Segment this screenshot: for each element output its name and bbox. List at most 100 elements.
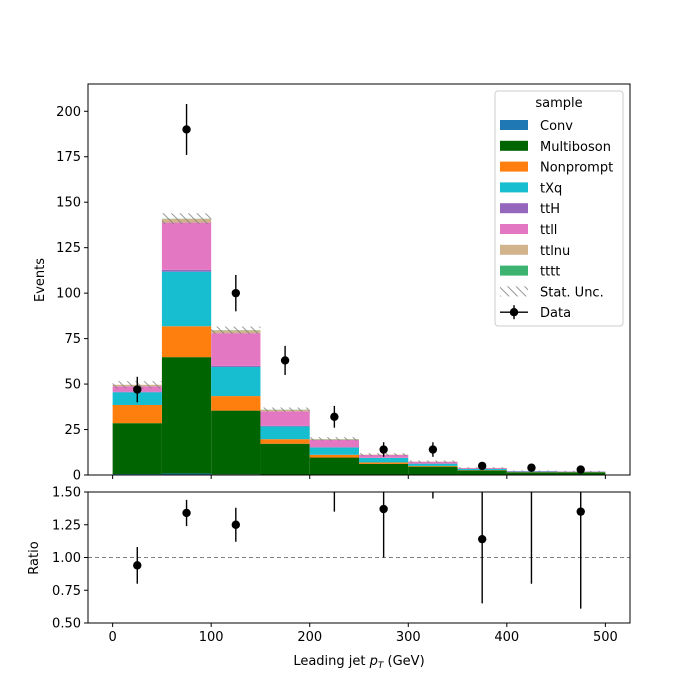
bar-txq-bin-3 <box>260 426 310 440</box>
data-point-1 <box>182 125 191 134</box>
legend-label-ttll: ttll <box>540 223 557 238</box>
main-ytick-label-1: 25 <box>64 423 81 438</box>
bar-multiboson-bin-5 <box>359 463 409 475</box>
stat-unc-band-bin-2 <box>211 326 261 334</box>
ratio-xtick-label-3: 300 <box>396 630 421 645</box>
bar-multiboson-bin-4 <box>309 457 359 475</box>
legend-swatch-nonprompt <box>500 161 528 172</box>
x-axis-label: Leading jet pT (GeV) <box>293 654 424 671</box>
bar-nonprompt-bin-3 <box>260 439 310 444</box>
main-ytick-label-2: 50 <box>64 378 81 393</box>
bar-multiboson-bin-8 <box>506 472 557 475</box>
bar-tth-bin-2 <box>211 365 261 367</box>
data-point-8 <box>527 463 536 472</box>
bar-ttll-bin-4 <box>309 439 359 448</box>
legend-label-tth: ttH <box>540 202 560 217</box>
ratio-point-0 <box>133 561 142 570</box>
ratio-point-7 <box>477 534 487 544</box>
ratio-ytick-label-1: 0.75 <box>52 584 81 599</box>
ratio-ytick-label-3: 1.25 <box>52 518 81 533</box>
ratio-xtick-label-5: 500 <box>593 630 618 645</box>
ratio-point-1 <box>182 508 191 518</box>
bar-nonprompt-bin-6 <box>408 465 458 467</box>
legend: sample Conv Multiboson Nonprompt tXq ttH ttll… <box>494 90 624 327</box>
bar-multiboson-bin-0 <box>112 423 162 475</box>
ratio-xtick-label-0: 0 <box>108 630 116 645</box>
bar-tth-bin-1 <box>161 269 212 272</box>
stat-unc-band-bin-6 <box>408 460 458 463</box>
bar-nonprompt-bin-5 <box>359 462 409 464</box>
bar-multiboson-bin-6 <box>408 466 458 475</box>
main-plot-frame <box>87 83 631 476</box>
data-point-7 <box>477 461 487 471</box>
legend-swatch-tttt <box>500 265 528 276</box>
legend-marker-data <box>509 308 519 317</box>
ratio-plot-frame <box>87 491 631 624</box>
bar-txq-bin-2 <box>211 366 261 397</box>
legend-label-tttt: tttt <box>540 265 560 280</box>
bar-txq-bin-4 <box>309 447 359 455</box>
stat-unc-band-bin-4 <box>309 437 359 441</box>
legend-swatch-conv <box>500 120 528 130</box>
data-point-0 <box>133 385 142 394</box>
ratio-xtick-label-2: 200 <box>297 630 322 645</box>
bar-ttll-bin-1 <box>161 222 212 270</box>
ratio-ytick-label-4: 1.50 <box>52 486 81 501</box>
ratio-xtick-label-4: 400 <box>494 630 519 645</box>
data-point-5 <box>379 445 388 454</box>
bar-txq-bin-6 <box>408 463 458 466</box>
legend-swatch-multiboson <box>500 140 528 151</box>
ratio-ytick-label-2: 1.00 <box>52 551 81 566</box>
bar-multiboson-bin-7 <box>457 470 507 475</box>
data-point-9 <box>576 465 585 474</box>
data-point-6 <box>428 445 438 454</box>
ratio-point-8 <box>527 475 535 483</box>
legend-label-nonprompt: Nonprompt <box>540 161 613 176</box>
legend-swatch-stat-unc <box>500 286 528 297</box>
ratio-point-6 <box>429 429 437 437</box>
bar-ttll-bin-2 <box>211 333 261 366</box>
legend-label-stat-unc: Stat. Unc. <box>540 285 604 300</box>
data-point-4 <box>330 412 339 422</box>
bar-multiboson-bin-2 <box>211 410 261 475</box>
main-ytick-label-6: 150 <box>56 196 81 211</box>
legend-title: sample <box>535 96 582 111</box>
bar-nonprompt-bin-4 <box>309 454 359 458</box>
legend-label-txq: tXq <box>540 181 562 196</box>
bar-nonprompt-bin-0 <box>112 404 162 424</box>
legend-swatch-ttll <box>500 224 528 234</box>
legend-label-ttlnu: ttlnu <box>540 244 570 259</box>
bar-nonprompt-bin-1 <box>161 326 212 358</box>
legend-swatch-ttlnu <box>500 244 528 255</box>
main-ytick-label-3: 75 <box>64 332 81 347</box>
main-plot-panel: 0 25 50 75 100 125 150 175 200 Events <box>33 83 631 484</box>
y-axis-label-events: Events <box>33 258 48 302</box>
ratio-xtick-label-1: 100 <box>199 630 224 645</box>
ratio-point-5 <box>379 504 388 514</box>
bar-tth-bin-3 <box>260 425 310 427</box>
ratio-point-9 <box>576 507 585 516</box>
bar-txq-bin-5 <box>359 457 409 463</box>
ratio-plot-panel: 0.50 0.75 1.00 1.25 1.50 0 100 200 300 400 500 Ra… <box>27 429 631 671</box>
main-ytick-label-7: 175 <box>56 150 81 165</box>
main-ytick-label-5: 125 <box>56 241 81 256</box>
legend-label-data: Data <box>540 306 571 321</box>
legend-label-conv: Conv <box>540 119 573 134</box>
data-point-3 <box>280 356 290 365</box>
ratio-ytick-label-0: 0.50 <box>52 617 81 632</box>
data-point-2 <box>231 288 241 298</box>
bar-nonprompt-bin-2 <box>211 396 261 411</box>
bar-multiboson-bin-1 <box>161 357 212 474</box>
legend-swatch-txq <box>500 182 528 193</box>
bar-ttll-bin-3 <box>260 411 310 426</box>
stat-unc-band-bin-1 <box>161 213 212 225</box>
main-ytick-label-0: 0 <box>73 469 81 484</box>
y-axis-label-ratio: Ratio <box>27 541 42 574</box>
ratio-point-2 <box>231 520 241 529</box>
legend-label-multiboson: Multiboson <box>540 140 611 155</box>
stat-unc-band-bin-3 <box>260 407 310 412</box>
main-ytick-label-8: 200 <box>56 105 81 120</box>
main-ytick-label-4: 100 <box>56 287 81 302</box>
bar-conv-bin-1 <box>161 473 212 475</box>
